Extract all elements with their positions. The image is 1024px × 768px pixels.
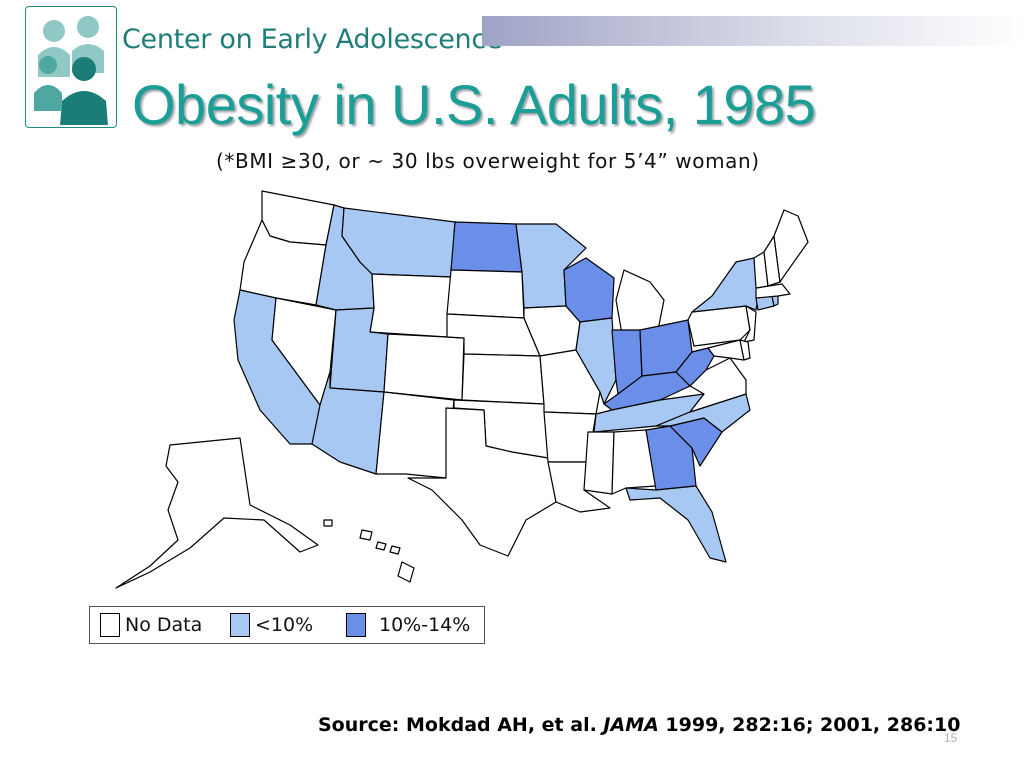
- source-citation: Source: Mokdad AH, et al. JAMA 1999, 282…: [318, 714, 960, 736]
- legend-item-no-data: No Data: [100, 613, 202, 637]
- us-obesity-map: [115, 190, 809, 589]
- state-alabama: [611, 429, 657, 495]
- state-kansas: [461, 353, 545, 405]
- state-hawaii: [323, 519, 415, 583]
- state-alaska: [115, 437, 319, 589]
- state-new-york: [691, 257, 759, 313]
- organization-name: Center on Early Adolescence: [122, 24, 503, 55]
- slide-title: Obesity in U.S. Adults, 1985: [132, 73, 816, 136]
- legend-item-10to14: 10%-14%: [346, 613, 470, 637]
- state-maryland: [707, 339, 745, 361]
- state-texas: [407, 407, 557, 557]
- state-delaware: [739, 339, 751, 361]
- center-logo: [25, 6, 117, 128]
- state-maine: [773, 209, 809, 283]
- legend-swatch-10to14: [346, 613, 366, 637]
- state-wisconsin: [563, 257, 615, 323]
- source-journal: JAMA: [603, 714, 659, 736]
- state-wyoming: [369, 273, 452, 338]
- state-virginia: [689, 357, 747, 413]
- legend-label-10to14: 10%-14%: [379, 614, 471, 636]
- state-south-dakota: [446, 269, 525, 319]
- map-legend: No Data <10% 10%-14%: [89, 606, 485, 644]
- legend-label-no-data: No Data: [125, 614, 203, 636]
- state-new-jersey: [743, 305, 757, 343]
- legend-swatch-no-data: [100, 613, 120, 637]
- legend-swatch-lt10: [230, 613, 250, 637]
- state-north-dakota: [450, 221, 523, 273]
- legend-label-lt10: <10%: [255, 614, 314, 636]
- state-colorado: [383, 333, 465, 401]
- state-georgia: [645, 425, 697, 491]
- source-suffix: 1999, 282:16; 2001, 286:10: [658, 714, 961, 736]
- state-new-mexico: [375, 391, 455, 479]
- legend-item-lt10: <10%: [230, 613, 313, 637]
- state-massachusetts: [755, 283, 791, 299]
- header-gradient-bar: [482, 16, 1024, 46]
- state-michigan: [615, 269, 665, 335]
- slide-number: 15: [944, 731, 958, 745]
- source-prefix: Source: Mokdad AH, et al.: [318, 714, 604, 736]
- state-florida: [625, 485, 727, 563]
- slide-subtitle: (*BMI ≥30, or ~ 30 lbs overweight for 5’…: [216, 149, 760, 173]
- state-mississippi: [583, 431, 615, 495]
